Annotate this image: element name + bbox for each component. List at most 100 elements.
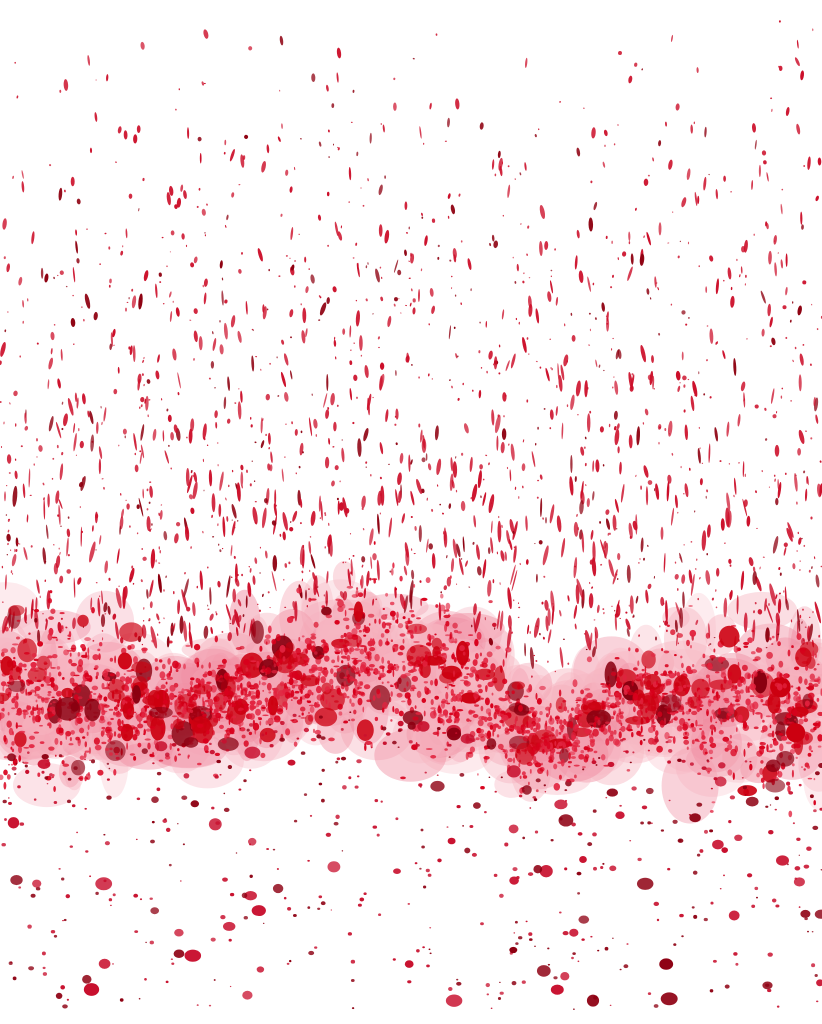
speck [113,711,116,716]
speck [275,634,281,642]
streak [284,392,289,402]
drop [602,862,605,865]
streak [189,319,192,321]
drop [521,980,526,984]
speck [193,696,197,701]
speck [311,692,314,696]
speck [399,633,406,637]
speck [293,684,300,687]
streak [802,343,805,346]
speck [71,759,86,776]
speck [430,707,436,710]
speck [307,714,314,722]
drop [381,726,387,731]
speck [587,748,594,752]
speck [777,641,781,647]
speck [578,753,585,760]
speck [183,689,190,691]
speck [349,646,355,653]
speck [94,744,102,751]
streak [0,445,3,449]
speck [435,604,439,608]
drop [673,943,677,946]
drop [632,751,635,754]
speck [305,648,308,654]
speck [731,717,735,723]
drop [150,907,160,915]
streak [651,355,654,364]
drop [459,773,465,777]
streak [124,435,126,439]
speck [618,731,622,739]
streak [601,302,605,312]
speck [347,662,350,669]
speck [3,781,7,790]
speck [453,657,457,663]
drop [50,929,56,934]
speck [633,667,638,671]
speck [337,654,340,663]
streak [706,489,709,493]
streak [379,476,382,480]
speck [259,721,262,726]
speck [310,645,316,653]
drop [509,946,518,954]
drop [774,796,779,801]
speck [353,601,363,623]
speck [424,654,428,662]
speck [663,670,667,676]
streak [763,160,767,165]
drop [66,998,70,1001]
speck [554,740,557,747]
drop [798,783,802,787]
streak [60,525,62,527]
speck [474,638,479,647]
speck [499,698,507,702]
drop [62,920,64,922]
streak [683,493,685,495]
speck [241,734,246,739]
speck [292,650,298,659]
speck [11,707,16,710]
speck [333,672,337,678]
speck [214,752,221,757]
drop [422,885,427,889]
speck [636,720,641,729]
streak [549,338,551,340]
speck [507,757,513,763]
speck [193,643,201,651]
streak [541,601,544,605]
speck [455,693,463,702]
streak [492,622,497,628]
speck [313,621,319,628]
speck [745,698,751,706]
speck [334,619,340,625]
streak [543,407,546,410]
speck [72,690,76,694]
speck [760,760,764,764]
speck [533,710,538,715]
speck [359,664,366,673]
speck [480,786,485,790]
speck [407,617,411,624]
drop [182,843,185,846]
drop [184,949,202,962]
speck [444,748,448,751]
speck [460,679,465,682]
speck [794,743,801,749]
speck [411,675,419,682]
speck [311,664,318,671]
streak [662,620,665,623]
speck [147,742,151,750]
drop [392,958,396,961]
speck [196,723,204,728]
speck [691,710,698,716]
streak [190,507,195,515]
speck [102,670,109,678]
speck [28,680,34,685]
streak [327,244,330,247]
streak [778,20,781,23]
streak [816,328,819,331]
speck [415,656,422,663]
streak [125,307,127,312]
